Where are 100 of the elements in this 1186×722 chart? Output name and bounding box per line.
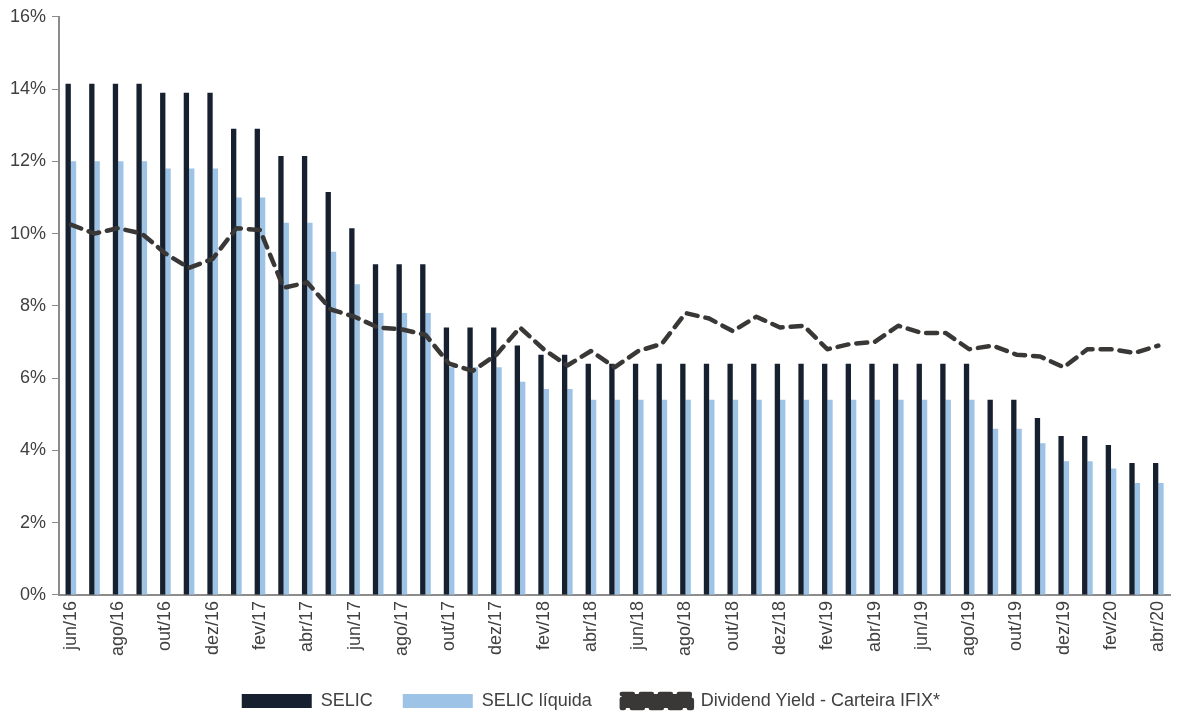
bar [874, 399, 880, 595]
bar [425, 313, 431, 595]
x-tick-label: jun/16 [59, 600, 80, 651]
bar [685, 399, 691, 595]
bar [845, 363, 851, 595]
bar [963, 363, 970, 595]
bar [969, 399, 975, 595]
x-tick-label: fev/20 [1100, 600, 1120, 650]
bar [160, 92, 166, 595]
bar [780, 399, 786, 595]
bar [567, 388, 573, 595]
y-tick-label: 14% [10, 78, 47, 99]
bar [987, 399, 993, 595]
y-tick-label: 8% [20, 294, 47, 315]
x-tick-label: dez/17 [485, 600, 506, 655]
bar [609, 363, 615, 595]
x-tick-label: jun/18 [627, 600, 648, 651]
bar [118, 161, 124, 595]
x-tick-label: out/17 [438, 600, 459, 651]
bar [254, 128, 260, 595]
bar [278, 155, 284, 595]
bar [822, 363, 828, 595]
bar [420, 264, 426, 595]
bar [561, 354, 568, 595]
bar [661, 399, 668, 595]
bar [349, 228, 355, 595]
bar [538, 354, 544, 595]
bar [1129, 463, 1135, 595]
bar [325, 192, 331, 595]
x-tick-label: ago/19 [958, 600, 979, 657]
bar [898, 399, 904, 595]
bar [921, 399, 928, 595]
y-tick-label: 4% [20, 439, 47, 460]
bar [165, 168, 171, 595]
bar [774, 363, 781, 595]
bar [396, 264, 402, 595]
bar [183, 92, 190, 595]
bar [614, 399, 620, 595]
y-tick-label: 16% [10, 5, 47, 26]
bar [680, 363, 686, 595]
y-tick-label: 10% [10, 222, 47, 243]
bar [1040, 443, 1046, 595]
bar [65, 83, 71, 595]
bar [401, 313, 408, 595]
bar [136, 83, 142, 595]
bar [945, 399, 951, 595]
bar [89, 83, 95, 595]
bar [307, 222, 313, 595]
bar [70, 161, 77, 595]
bar [259, 197, 266, 595]
x-tick-label: ago/17 [390, 600, 411, 657]
x-tick-label: fev/17 [248, 600, 269, 650]
bar [1058, 435, 1064, 595]
bar [543, 388, 549, 595]
bar [94, 161, 100, 595]
bar [472, 367, 479, 595]
bar [378, 313, 384, 595]
bar [1087, 461, 1093, 595]
bar [231, 128, 237, 595]
bar [354, 284, 360, 595]
x-tick-label: abr/18 [579, 600, 600, 652]
x-tick-label: dez/16 [201, 600, 222, 655]
bar [443, 327, 450, 595]
x-tick-label: fev/18 [532, 600, 553, 650]
y-tick-label: 2% [20, 511, 47, 532]
bar [585, 363, 591, 595]
bar [632, 363, 639, 595]
bar [798, 363, 804, 595]
x-tick-label: dez/19 [1052, 600, 1073, 655]
bar [803, 399, 810, 595]
bar [727, 363, 733, 595]
x-tick-label: out/18 [721, 600, 742, 651]
bar [1082, 435, 1088, 595]
x-tick-label: abr/17 [296, 600, 317, 652]
x-tick-label: jun/19 [910, 600, 931, 651]
bar [520, 381, 526, 595]
x-tick-label: ago/16 [107, 600, 128, 657]
bar [301, 155, 308, 595]
bar [709, 399, 715, 595]
bar [892, 363, 899, 595]
bar [869, 363, 875, 595]
bar [491, 327, 497, 595]
x-tick-label: ago/18 [674, 600, 695, 657]
bar [1134, 482, 1140, 595]
bar [496, 367, 502, 595]
bar [1153, 463, 1159, 595]
bar [827, 399, 833, 595]
y-tick-label: 12% [10, 150, 47, 171]
bar [449, 367, 455, 595]
y-tick-label: 0% [20, 583, 47, 604]
bar [1105, 444, 1112, 595]
legend-label: Dividend Yield - Carteira IFIX* [700, 689, 940, 710]
bar [638, 399, 644, 595]
bar [212, 168, 219, 595]
bar [112, 83, 119, 595]
bar [283, 222, 289, 595]
bar [514, 345, 521, 595]
x-tick-label: jun/17 [343, 600, 364, 651]
bar [1034, 417, 1041, 595]
bar [656, 363, 662, 595]
